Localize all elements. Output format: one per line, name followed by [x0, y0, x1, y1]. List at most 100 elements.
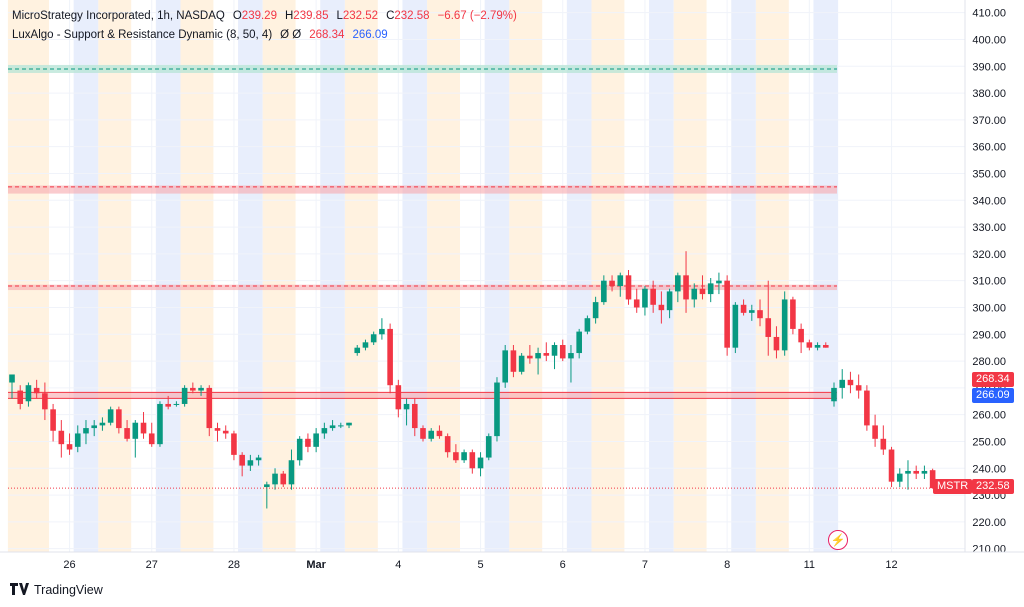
candle-body [469, 452, 476, 469]
candle-body [551, 345, 558, 356]
session-band [402, 0, 428, 552]
support-resistance-zones [8, 64, 837, 399]
candle [395, 379, 402, 418]
candle-body [313, 433, 319, 447]
candle-body [568, 353, 574, 359]
candle [905, 460, 911, 490]
candle [140, 412, 147, 439]
candle-body [255, 457, 262, 461]
candle [99, 417, 106, 431]
price-tick-label: 390.00 [972, 61, 1006, 73]
candle-body [502, 350, 508, 383]
candle-body [831, 387, 837, 402]
time-axis[interactable]: 26 27 28 Mar 4 5 6 7 8 11 12 [0, 551, 1024, 571]
indicator-flags: Ø Ø [280, 29, 302, 41]
candle-body [905, 470, 911, 474]
indicator-legend-row[interactable]: LuxAlgo - Support & Resistance Dynamic (… [12, 26, 517, 45]
candle [921, 465, 928, 479]
candle [42, 382, 48, 421]
candle-body [362, 342, 369, 348]
candle-body [683, 275, 689, 300]
candle [592, 296, 599, 324]
open-value: 239.29 [241, 10, 277, 22]
candle-body [658, 304, 665, 311]
time-tick-label: 4 [395, 559, 401, 571]
candle-body [181, 387, 188, 404]
candle-body [247, 460, 254, 466]
candle [691, 283, 698, 308]
candle [822, 342, 829, 348]
candle [502, 345, 508, 388]
time-tick-label: 27 [146, 559, 158, 571]
candle-body [190, 387, 196, 391]
candle [190, 382, 196, 394]
candle [387, 323, 393, 394]
candle-body [814, 345, 821, 348]
lightning-icon[interactable]: ⚡ [828, 530, 848, 550]
candle-body [91, 425, 97, 429]
candle-body [765, 318, 772, 337]
candle [116, 406, 122, 434]
candle [625, 269, 632, 305]
candle [329, 420, 336, 431]
candle-body [329, 425, 336, 429]
candle-body [633, 299, 640, 308]
candle [9, 374, 15, 399]
session-band [262, 0, 296, 552]
candle-body [601, 280, 607, 303]
candle [683, 251, 689, 313]
time-tick-label: 26 [63, 559, 75, 571]
time-tick-label: 5 [477, 559, 483, 571]
candle [814, 342, 821, 351]
candle-body [699, 288, 706, 295]
time-tick-label: 6 [560, 559, 566, 571]
candle-body [510, 350, 517, 372]
candle [198, 385, 204, 396]
session-band [731, 0, 756, 552]
price-axis[interactable]: 210.00220.00230.00240.00250.00260.00270.… [964, 0, 1006, 556]
candle [74, 425, 81, 453]
candle [896, 468, 903, 488]
candle [781, 291, 788, 356]
candle [83, 420, 89, 445]
candle [157, 401, 163, 447]
candle [379, 318, 385, 340]
candle [806, 339, 813, 351]
candle [354, 345, 361, 356]
candle-body [461, 452, 467, 461]
candle [642, 286, 648, 316]
candle [477, 452, 484, 477]
change-value: −6.67 (−2.79%) [437, 10, 517, 22]
price-tick-label: 340.00 [972, 195, 1006, 207]
candle [666, 288, 673, 319]
last-price-badge: 232.58 [972, 479, 1014, 494]
price-tick-label: 220.00 [972, 517, 1006, 529]
candle [535, 347, 541, 375]
close-label: C [386, 10, 395, 22]
high-value: 239.85 [293, 10, 329, 22]
low-value: 232.52 [342, 10, 379, 22]
symbol-legend-row[interactable]: MicroStrategy Incorporated, 1h, NASDAQ O… [12, 7, 517, 26]
candle-body [132, 422, 139, 439]
candle [370, 331, 377, 345]
session-band [155, 0, 181, 552]
candle-body [592, 302, 599, 319]
candle [929, 468, 936, 489]
candle-body [296, 438, 303, 461]
high-label: H [284, 10, 294, 22]
candle-body [198, 387, 204, 391]
candle [165, 395, 171, 410]
candle-body [872, 425, 878, 439]
low-label: L [336, 10, 343, 22]
candle [888, 446, 895, 488]
candle-body [17, 390, 24, 404]
candle [527, 345, 533, 364]
candle [633, 288, 640, 313]
session-shading [7, 0, 839, 552]
time-tick-label: 28 [228, 559, 240, 571]
price-tick-label: 330.00 [972, 222, 1006, 234]
footer-brand[interactable]: TradingView [10, 583, 103, 597]
candle-body [929, 470, 936, 489]
candle [485, 433, 492, 461]
